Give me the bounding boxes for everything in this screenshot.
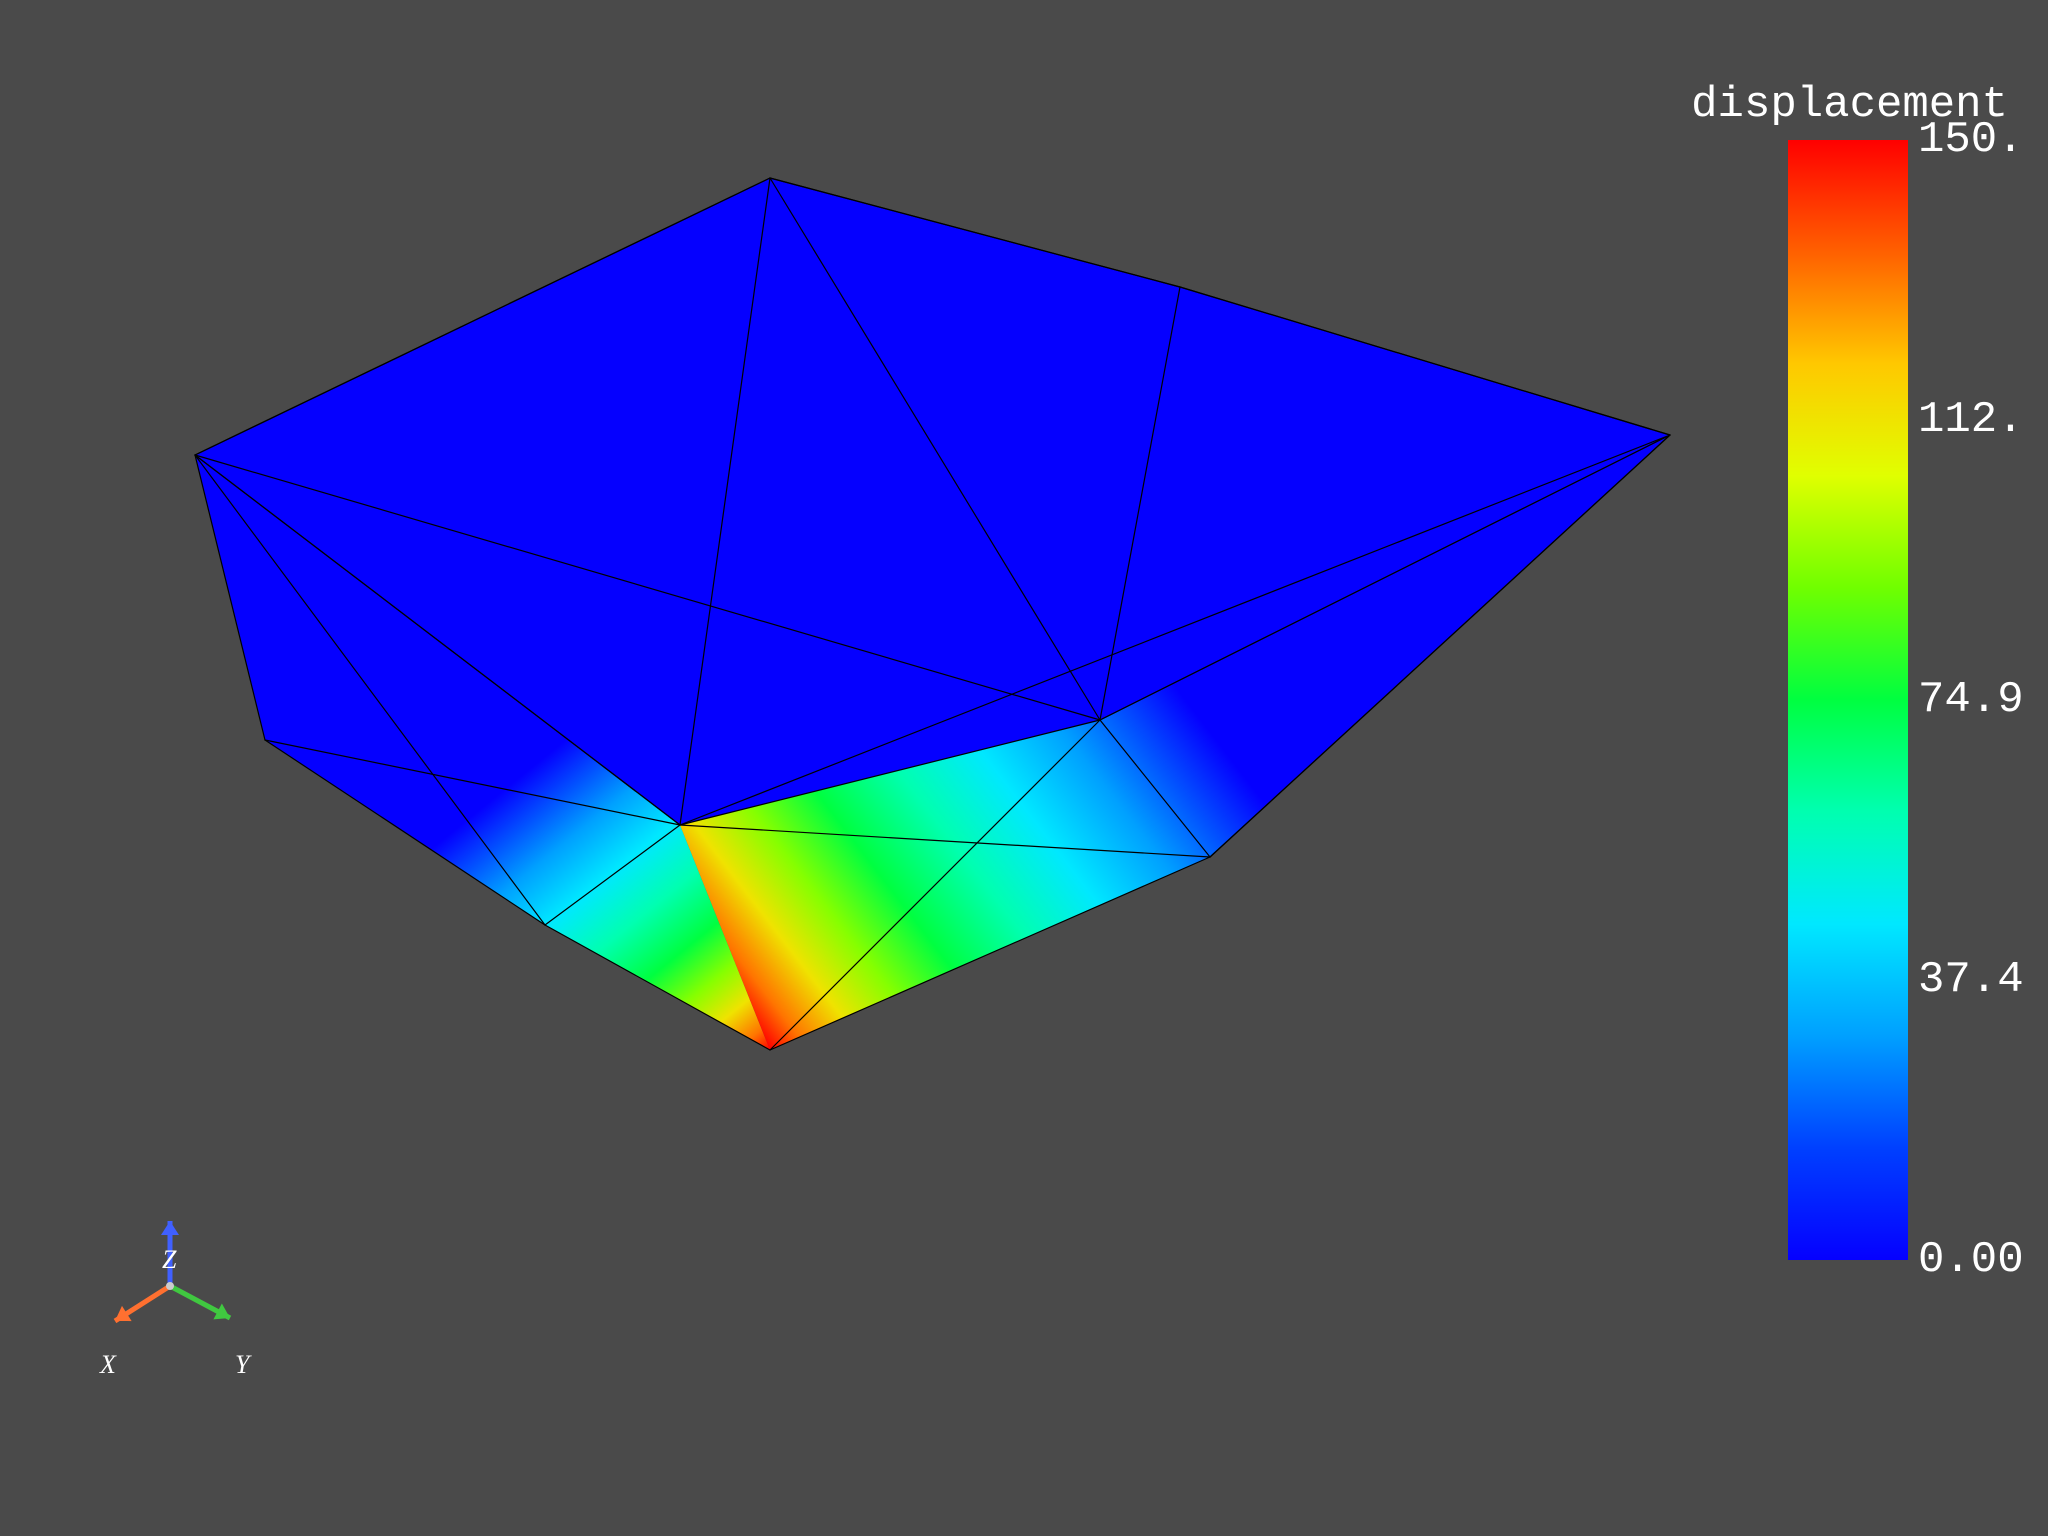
legend-ticks: 150.112.74.937.40.00 (1918, 140, 2048, 1260)
mesh-surface (0, 0, 2048, 1536)
legend-tick: 112. (1918, 395, 2024, 445)
legend-tick: 0.00 (1918, 1235, 2024, 1285)
axis-label-y: Y (235, 1350, 249, 1380)
render-viewport[interactable]: displacement 150.112.74.937.40.00 (0, 0, 2048, 1536)
axis-label-x: X (100, 1350, 116, 1380)
legend-color-bar (1788, 140, 1908, 1260)
legend-tick: 150. (1918, 115, 2024, 165)
legend-tick: 74.9 (1918, 675, 2024, 725)
legend-tick: 37.4 (1918, 955, 2024, 1005)
axis-label-z: Z (162, 1245, 176, 1275)
axis-triad (100, 1156, 300, 1356)
